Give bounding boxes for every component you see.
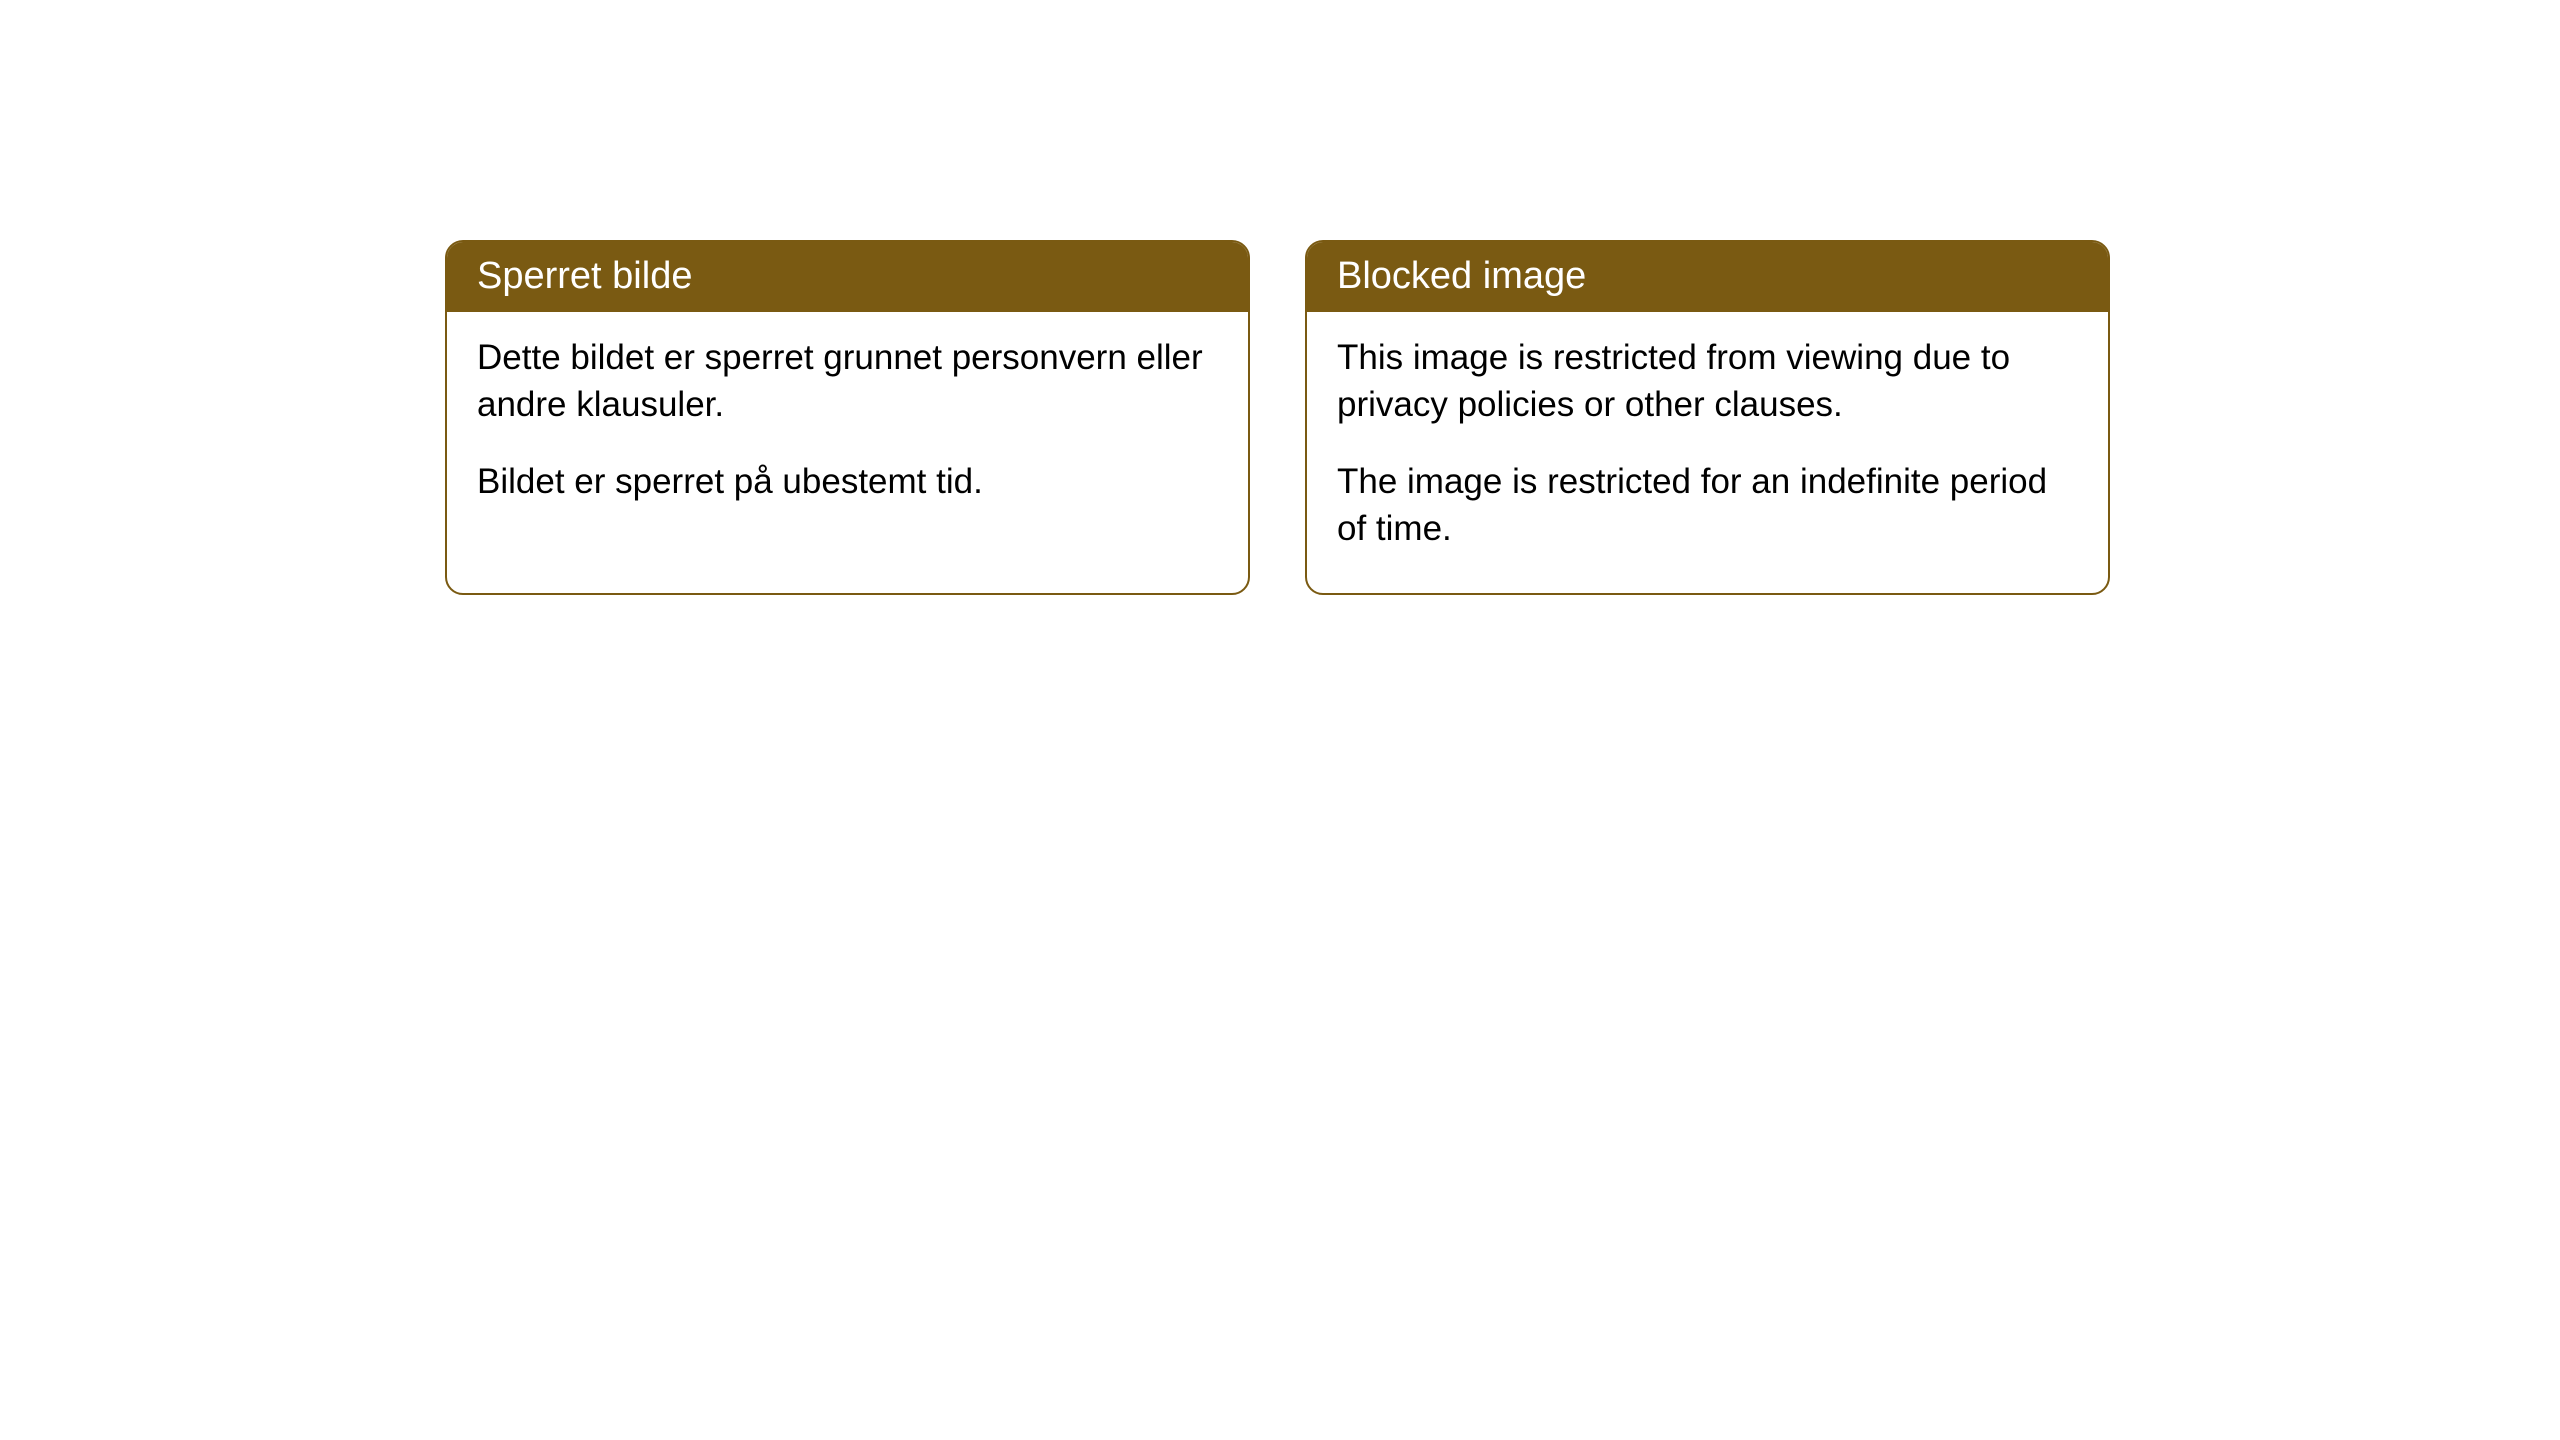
- notice-body-english: This image is restricted from viewing du…: [1307, 312, 2108, 593]
- notice-card-english: Blocked image This image is restricted f…: [1305, 240, 2110, 595]
- notice-paragraph: Dette bildet er sperret grunnet personve…: [477, 334, 1218, 429]
- notice-paragraph: The image is restricted for an indefinit…: [1337, 458, 2078, 553]
- notice-container: Sperret bilde Dette bildet er sperret gr…: [445, 240, 2110, 595]
- notice-card-norwegian: Sperret bilde Dette bildet er sperret gr…: [445, 240, 1250, 595]
- notice-paragraph: This image is restricted from viewing du…: [1337, 334, 2078, 429]
- notice-header-norwegian: Sperret bilde: [447, 242, 1248, 312]
- notice-body-norwegian: Dette bildet er sperret grunnet personve…: [447, 312, 1248, 546]
- notice-paragraph: Bildet er sperret på ubestemt tid.: [477, 458, 1218, 505]
- notice-header-english: Blocked image: [1307, 242, 2108, 312]
